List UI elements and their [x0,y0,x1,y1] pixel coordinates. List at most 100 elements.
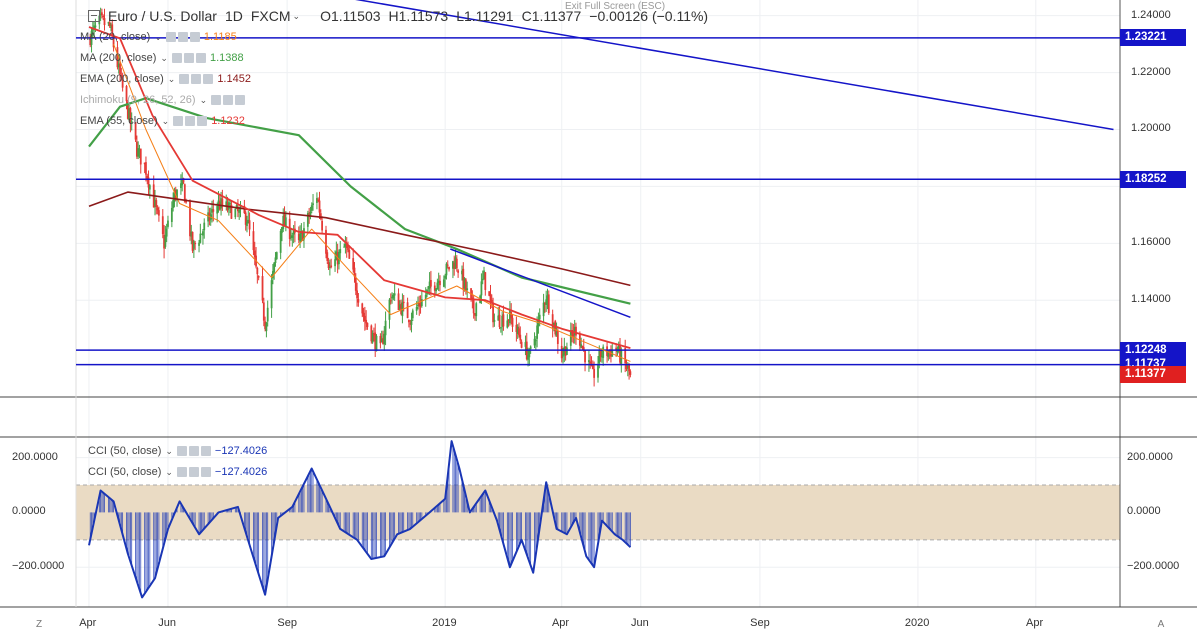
trendline[interactable] [318,0,1114,131]
eye-icon[interactable] [211,95,222,105]
cci-label[interactable]: CCI (50, close) [88,466,162,478]
candle-body [238,209,241,213]
ma-20-line[interactable] [113,43,631,362]
auto-scale-right-button[interactable]: A [1157,619,1165,630]
gear-icon[interactable] [223,95,234,105]
candle-body [384,320,387,336]
ohlc-low: L1.11291 [456,8,514,24]
candle-body [146,175,149,179]
chevron-down-icon[interactable]: ⌄ [154,31,162,42]
candle-body [352,258,355,270]
legend-controls[interactable] [165,32,200,42]
symbol-title[interactable]: Euro / U.S. Dollar [108,8,217,24]
chevron-down-icon[interactable]: ⌄ [165,445,173,456]
candle-body [147,177,150,188]
candle-body [316,198,318,203]
cci-line[interactable] [88,440,632,599]
trendline[interactable] [450,248,631,319]
candle-body [457,270,460,273]
close-icon[interactable] [203,74,214,84]
gear-icon[interactable] [185,116,196,126]
candle-body [615,347,618,350]
chevron-down-icon[interactable]: ⌄ [199,94,208,105]
ema-200-line[interactable] [88,191,631,287]
candle-body [624,348,627,364]
eye-icon[interactable] [176,467,187,477]
candle-body [625,364,628,370]
gear-icon[interactable] [177,32,188,42]
legend-controls[interactable] [173,116,208,126]
close-icon[interactable] [200,446,211,456]
interval-label[interactable]: 1D [224,8,243,24]
indicator-legend[interactable]: Ichimoku (9, 26, 52, 26) ⌄ [80,94,249,106]
eye-icon[interactable] [165,32,176,42]
gear-icon[interactable] [191,74,202,84]
candle-body [253,250,256,258]
candle-body [506,320,509,328]
indicator-label[interactable]: EMA (55, close) [80,115,158,127]
exit-fullscreen-hint[interactable]: Exit Full Screen (ESC) [565,1,666,12]
legend-controls[interactable] [179,74,214,84]
legend-controls[interactable] [171,53,206,63]
candle-body [343,246,346,248]
indicator-legend[interactable]: EMA (200, close) ⌄ 1.1452 [80,73,251,85]
candle-body [220,198,222,209]
candle-body [419,304,422,307]
indicator-legend[interactable]: MA (20, close) ⌄ 1.1185 [80,31,237,43]
candle-body [356,290,358,299]
cci-legend[interactable]: CCI (50, close) ⌄ −127.4026 [88,445,267,457]
cci-legend[interactable]: CCI (50, close) ⌄ −127.4026 [88,466,267,478]
chevron-down-icon[interactable]: ⌄ [165,466,173,477]
candle-body [330,265,333,268]
ohlc-change: −0.00126 (−0.11%) [589,8,709,24]
chevron-down-icon[interactable]: ⌄ [167,73,176,84]
indicator-label[interactable]: EMA (200, close) [80,73,164,85]
candle-body [156,207,159,211]
legend-controls[interactable] [176,446,211,456]
eye-icon[interactable] [173,116,184,126]
indicator-legend[interactable]: EMA (55, close) ⌄ 1.1232 [80,115,245,127]
chevron-down-icon[interactable]: ⌄ [161,115,170,126]
candle-body [103,18,106,26]
time-axis-tick: Sep [277,617,297,629]
candle-body [230,204,233,219]
auto-scale-left-button[interactable]: Z [35,619,43,630]
collapse-icon[interactable] [88,10,100,22]
gear-icon[interactable] [188,467,199,477]
candle-body [362,312,365,317]
candle-body [580,344,583,348]
legend-controls[interactable] [176,467,211,477]
cci-label[interactable]: CCI (50, close) [88,445,162,457]
candle-body [181,179,184,186]
candle-body [391,296,393,299]
close-icon[interactable] [197,116,208,126]
candle-body [91,28,94,31]
candle-body [628,363,630,372]
candle-body [400,303,403,315]
indicator-value: 1.1452 [217,73,251,85]
chevron-down-icon[interactable]: ⌄ [160,52,168,63]
gear-icon[interactable] [188,446,199,456]
eye-icon[interactable] [179,74,190,84]
exchange-label[interactable]: FXCM [250,8,291,24]
close-icon[interactable] [189,32,200,42]
close-icon[interactable] [200,467,211,477]
indicator-label[interactable]: MA (200, close) [80,52,157,64]
close-icon[interactable] [235,95,246,105]
chevron-down-icon[interactable]: ⌄ [292,10,301,21]
ema-55-line[interactable] [88,26,631,349]
close-icon[interactable] [195,53,206,63]
indicator-label[interactable]: Ichimoku (9, 26, 52, 26) [80,94,196,106]
candle-body [497,315,500,321]
indicator-label[interactable]: MA (20, close) [80,31,151,43]
gear-icon[interactable] [183,53,194,63]
time-axis-tick: Jun [158,617,176,629]
candle-body [265,322,268,332]
eye-icon[interactable] [171,53,182,63]
candle-body [334,259,336,267]
candle-body [275,252,278,260]
eye-icon[interactable] [176,446,187,456]
legend-controls[interactable] [211,95,246,105]
indicator-legend[interactable]: MA (200, close) ⌄ 1.1388 [80,52,244,64]
